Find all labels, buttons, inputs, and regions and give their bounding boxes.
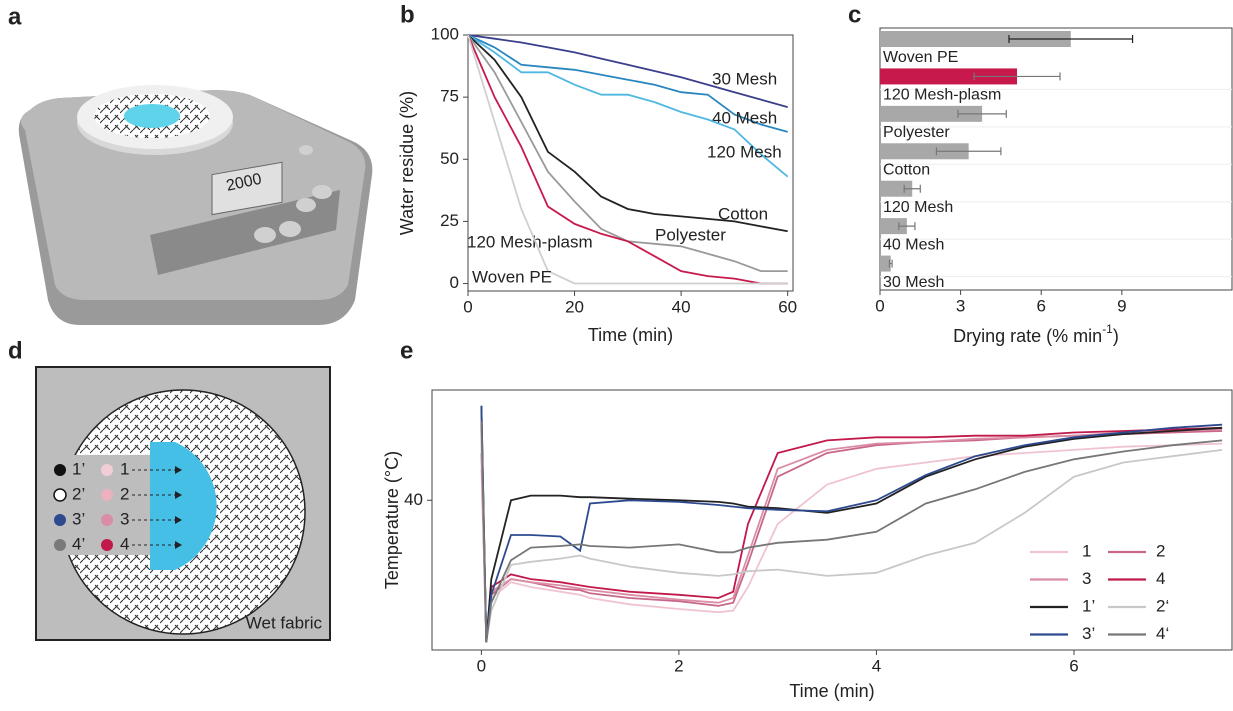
- data-line: [480, 421, 1223, 643]
- x-tick-label: 2: [674, 656, 683, 675]
- diagram-label: 3’: [72, 509, 85, 528]
- diagram-label: 2: [120, 484, 129, 503]
- legend-label: 3’: [1082, 624, 1095, 643]
- data-line: [480, 437, 1223, 643]
- x-tick-label: 0: [875, 296, 884, 315]
- error-bar: [898, 222, 916, 231]
- series-label: Cotton: [718, 204, 768, 223]
- series-label: 120 Mesh: [707, 142, 782, 161]
- diagram-label: 4: [120, 534, 129, 553]
- error-bar: [903, 184, 921, 193]
- x-tick-label: 6: [1069, 656, 1078, 675]
- legend-label: 1: [1082, 541, 1091, 560]
- error-bar: [935, 147, 1002, 156]
- data-line: [467, 34, 788, 285]
- x-axis-label: Drying rate (% min-1): [953, 322, 1119, 346]
- error-bar: [973, 72, 1061, 81]
- panel-label: e: [400, 337, 413, 364]
- error-bar: [1008, 35, 1134, 43]
- data-line: [480, 421, 1223, 643]
- category-label: Cotton: [883, 162, 930, 179]
- panel-label: c: [848, 1, 861, 28]
- data-line: [480, 442, 1223, 643]
- x-axis-label: Time (min): [789, 681, 874, 701]
- series-label: 30 Mesh: [712, 69, 777, 88]
- x-tick-label: 3: [956, 296, 965, 315]
- data-line: [467, 34, 789, 178]
- category-label: 30 Mesh: [883, 274, 944, 291]
- x-axis-label-part: ): [1113, 326, 1119, 346]
- diagram-label: 4’: [72, 534, 85, 553]
- error-bar: [957, 109, 1007, 118]
- x-tick-label: 0: [477, 656, 486, 675]
- category-label: 120 Mesh: [883, 199, 953, 216]
- y-tick-label: 75: [440, 87, 459, 106]
- data-line: [467, 34, 788, 233]
- panel-label: d: [8, 337, 23, 364]
- bar: [880, 218, 907, 235]
- category-label: Polyester: [883, 124, 950, 141]
- legend-label: 4‘: [1156, 624, 1169, 643]
- data-line: [480, 405, 1223, 643]
- category-label: 120 Mesh-plasm: [883, 87, 1001, 104]
- diagram-label: 1’: [72, 459, 85, 478]
- panel-label: b: [400, 1, 415, 28]
- sample-diagram: 1’ 2’ 3’ 4’ 1 2 3 4 Wet fabric: [35, 366, 331, 641]
- diagram-label: 1: [120, 459, 129, 478]
- x-tick-label: 20: [565, 297, 584, 316]
- x-tick-label: 6: [1036, 296, 1045, 315]
- data-line: [480, 428, 1223, 643]
- legend-label: 2: [1156, 541, 1165, 560]
- x-tick-label: 9: [1117, 296, 1126, 315]
- data-line: [467, 34, 788, 108]
- bar: [880, 255, 891, 272]
- error-bar: [888, 259, 893, 268]
- diagram-label: 2’: [72, 484, 85, 503]
- panel-label: a: [8, 3, 22, 30]
- bar: [880, 31, 1071, 47]
- category-label: Woven PE: [883, 49, 958, 66]
- legend-label: 4: [1156, 569, 1165, 588]
- series-label: 40 Mesh: [712, 108, 777, 127]
- series-label: Polyester: [655, 225, 726, 244]
- x-tick-label: 0: [463, 297, 472, 316]
- y-tick-label: 50: [440, 149, 459, 168]
- x-tick-label: 60: [778, 297, 797, 316]
- x-axis-label: Time (min): [588, 325, 673, 345]
- y-tick-label: 25: [440, 211, 459, 230]
- data-line: [480, 405, 1223, 643]
- y-axis-label: Water residue (%): [397, 91, 417, 235]
- x-axis-label-part: Drying rate (% min: [953, 326, 1102, 346]
- legend-label: 3: [1082, 569, 1091, 588]
- category-label: 40 Mesh: [883, 236, 944, 253]
- series-label: Woven PE: [472, 267, 552, 286]
- plot-frame: [467, 34, 794, 292]
- diagram-note: Wet fabric: [246, 613, 323, 632]
- y-axis-label: Temperature (°C): [382, 451, 402, 589]
- x-tick-label: 40: [672, 297, 691, 316]
- data-line: [467, 34, 788, 133]
- bar: [880, 68, 1018, 85]
- data-line: [467, 34, 788, 285]
- legend-label: 1’: [1082, 596, 1095, 615]
- x-axis-label-part: -1: [1102, 322, 1113, 336]
- bar: [880, 105, 983, 122]
- bar: [880, 143, 969, 160]
- balance-illustration: 2000: [18, 85, 373, 325]
- y-tick-label: 100: [431, 24, 459, 43]
- diagram-label: 3: [120, 509, 129, 528]
- plot-frame: [431, 389, 1233, 651]
- legend-label: 2‘: [1156, 596, 1169, 615]
- series-label: 120 Mesh-plasm: [467, 232, 593, 251]
- y-tick-label: 0: [450, 273, 459, 292]
- x-tick-label: 4: [872, 656, 881, 675]
- y-tick-label: 40: [404, 490, 423, 509]
